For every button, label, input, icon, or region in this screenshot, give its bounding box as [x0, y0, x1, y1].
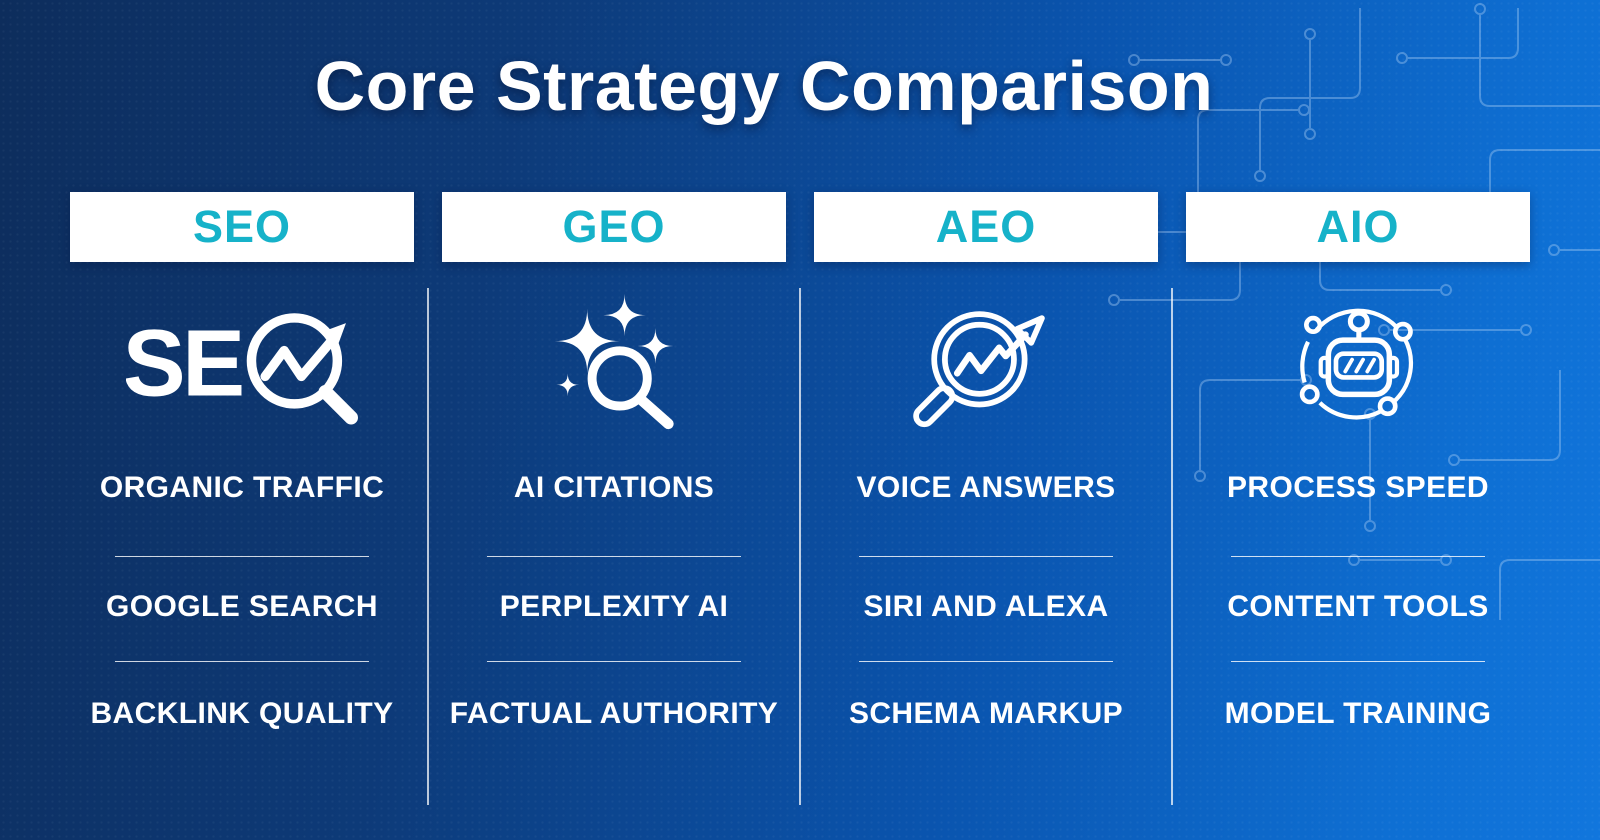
- comparison-grid: SEO SE ORGANIC TRAFFIC GOOGLE SEARCH BAC…: [70, 192, 1530, 736]
- column-header-aio: AIO: [1186, 192, 1530, 262]
- feature-row: SCHEMA MARKUP: [848, 697, 1124, 730]
- robot-head-icon: [1299, 308, 1413, 420]
- row-separator: [1230, 556, 1486, 557]
- feature-row: SIRI AND ALEXA: [863, 590, 1109, 623]
- row-separator: [858, 661, 1114, 662]
- feature-row: ORGANIC TRAFFIC: [99, 471, 385, 504]
- feature-row: FACTUAL AUTHORITY: [449, 697, 779, 730]
- feature-row: CONTENT TOOLS: [1227, 590, 1489, 623]
- feature-row: VOICE ANSWERS: [856, 471, 1116, 504]
- column-divider: [427, 288, 429, 805]
- seo-magnifier-arrow-icon: SE: [126, 310, 358, 425]
- column-panel-aeo: VOICE ANSWERS SIRI AND ALEXA SCHEMA MARK…: [814, 262, 1158, 736]
- sparkle-magnifier-icon: [554, 294, 674, 430]
- svg-text:SE: SE: [126, 310, 242, 416]
- column-divider: [799, 288, 801, 805]
- row-separator: [114, 556, 370, 557]
- column-aio: AIO: [1186, 192, 1530, 736]
- chart-magnifier-arrow-icon: [913, 311, 1045, 428]
- feature-row: PROCESS SPEED: [1227, 471, 1489, 504]
- feature-row: GOOGLE SEARCH: [106, 590, 378, 623]
- row-separator: [1230, 661, 1486, 662]
- feature-row: BACKLINK QUALITY: [90, 697, 394, 730]
- column-geo: GEO AI CITATIONS PERPLEXITY AI FACT: [442, 192, 786, 736]
- row-separator: [114, 661, 370, 662]
- page-title: Core Strategy Comparison: [314, 47, 1214, 125]
- column-panel-aio: PROCESS SPEED CONTENT TOOLS MODEL TRAINI…: [1186, 262, 1530, 736]
- column-divider: [1171, 288, 1173, 805]
- column-seo: SEO SE ORGANIC TRAFFIC GOOGLE SEARCH BAC…: [70, 192, 414, 736]
- feature-row: PERPLEXITY AI: [499, 590, 729, 623]
- feature-row: MODEL TRAINING: [1224, 697, 1492, 730]
- column-header-geo: GEO: [442, 192, 786, 262]
- column-header-seo: SEO: [70, 192, 414, 262]
- column-panel-seo: SE ORGANIC TRAFFIC GOOGLE SEARCH BACKLIN…: [70, 262, 414, 736]
- row-separator: [858, 556, 1114, 557]
- column-header-aeo: AEO: [814, 192, 1158, 262]
- column-panel-geo: AI CITATIONS PERPLEXITY AI FACTUAL AUTHO…: [442, 262, 786, 736]
- column-aeo: AEO VOICE ANSWERS SIRI AND ALEXA SCHEMA …: [814, 192, 1158, 736]
- circuit-pattern-decoration: [1078, 3, 1600, 620]
- row-separator: [486, 661, 742, 662]
- feature-row: AI CITATIONS: [513, 471, 715, 504]
- row-separator: [486, 556, 742, 557]
